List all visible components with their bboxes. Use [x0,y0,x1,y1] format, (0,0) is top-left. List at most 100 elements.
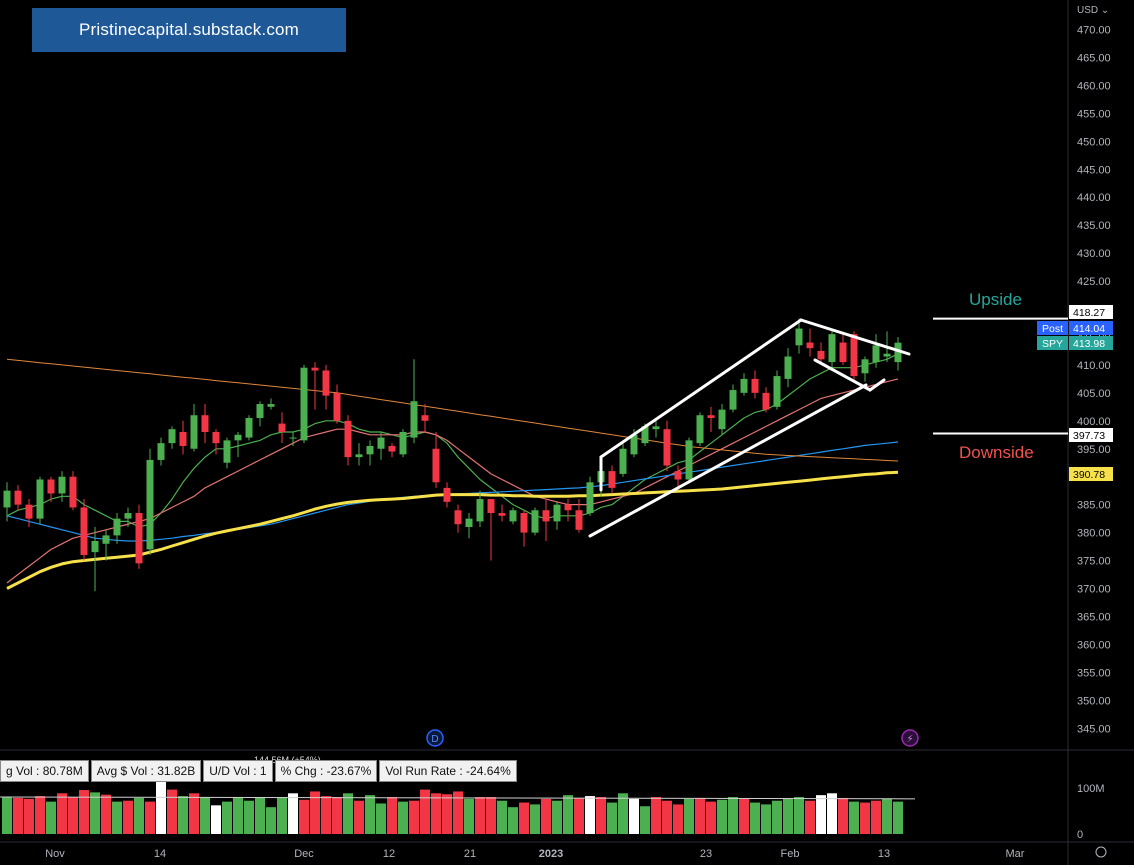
price-badge-value: 390.78 [1073,469,1105,481]
candle-body [608,471,616,488]
downside-annotation: Downside [959,443,1034,462]
volume-bar [772,800,782,834]
candle-body [465,518,473,528]
stat-up-down-volume: U/D Vol : 1 [203,760,273,782]
volume-bar [101,794,111,834]
flash-marker-glyph: ⚡ [906,734,913,745]
candle [740,373,748,396]
volume-bar [519,802,529,834]
candle-body [80,507,88,555]
candle [575,499,583,533]
candle [465,513,473,539]
volume-bar [68,797,78,834]
currency-dropdown[interactable]: USD ⌄ [1077,5,1110,16]
candle-body [190,415,198,449]
volume-bar [420,789,430,834]
candle [366,440,374,466]
volume-bar [299,799,309,834]
time-tick-label: Dec [294,848,314,860]
volume-bar [717,799,727,834]
candle-body [234,434,242,441]
candle-body [894,342,902,363]
candle [498,504,506,522]
price-tick-label: 355.00 [1077,667,1111,679]
volume-bar [618,793,628,834]
time-tick-label: 14 [154,848,166,860]
price-tick-label: 345.00 [1077,723,1111,735]
price-tick-label: 440.00 [1077,192,1111,204]
dividend-marker-letter: D [431,734,438,745]
candle-body [278,423,286,432]
time-tick-label: 23 [700,848,712,860]
candle-body [476,499,484,522]
candle [476,490,484,528]
time-tick-label: 13 [878,848,890,860]
flash-marker-icon[interactable]: ⚡ [901,729,919,747]
candle-body [564,504,572,511]
moving-average-200-line [6,358,899,462]
candle-body [322,370,330,396]
volume-bar [629,798,639,834]
candle [190,404,198,452]
stat-percent-change: % Chg : -23.67% [274,760,378,782]
price-badge-label: Post [1042,323,1063,335]
price-badge-value: 414.04 [1073,323,1105,335]
volume-bar [893,801,903,834]
candle [531,507,539,536]
candle-body [69,476,77,508]
price-badge-box [1069,428,1113,442]
candle-body [47,479,55,494]
volume-bar [46,801,56,834]
volume-bar [288,793,298,834]
candle [256,401,264,427]
price-badge: 418.27 [1069,305,1113,319]
candle-body [113,518,121,536]
price-badge-box [1069,305,1113,319]
candle-body [344,420,352,458]
price-tick-label: 445.00 [1077,164,1111,176]
candle [245,415,253,441]
candle [553,501,561,530]
volume-bar [453,791,463,834]
stat-volume-run-rate: Vol Run Rate : -24.64% [379,760,517,782]
price-tick-label: 435.00 [1077,220,1111,232]
candle [223,437,231,469]
candle [47,476,55,502]
candle-body [498,513,506,516]
volume-bar [156,779,166,834]
price-badge-label-box [1037,321,1068,335]
candle-body [311,367,319,371]
stat-avg-dollar-volume: Avg $ Vol : 31.82B [90,760,202,782]
candle [25,499,33,528]
candle [36,476,44,525]
volume-bar [387,797,397,834]
candle-body [135,513,143,564]
candle-body [872,345,880,363]
candle-body [674,471,682,480]
candle [410,359,418,444]
candle-body [850,334,858,377]
candle [454,504,462,533]
candle [399,429,407,458]
volume-bar [431,793,441,834]
candle-body [553,504,561,522]
candle-body [245,418,253,438]
candle [663,420,671,472]
candle-body [223,440,231,463]
volume-bar [882,798,892,834]
volume-bar [596,797,606,834]
volume-bar [277,797,287,834]
volume-bar [79,790,89,834]
price-tick-label: 400.00 [1077,416,1111,428]
candle-body [685,440,693,480]
time-tick-label: Mar [1006,848,1025,860]
candle-body [630,434,638,455]
volume-bar [651,797,661,834]
time-tick-label: 12 [383,848,395,860]
candle [69,471,77,511]
dividend-marker-icon[interactable]: D [426,729,444,747]
volume-bar [13,797,23,834]
candle [828,331,836,368]
candle [355,443,363,466]
